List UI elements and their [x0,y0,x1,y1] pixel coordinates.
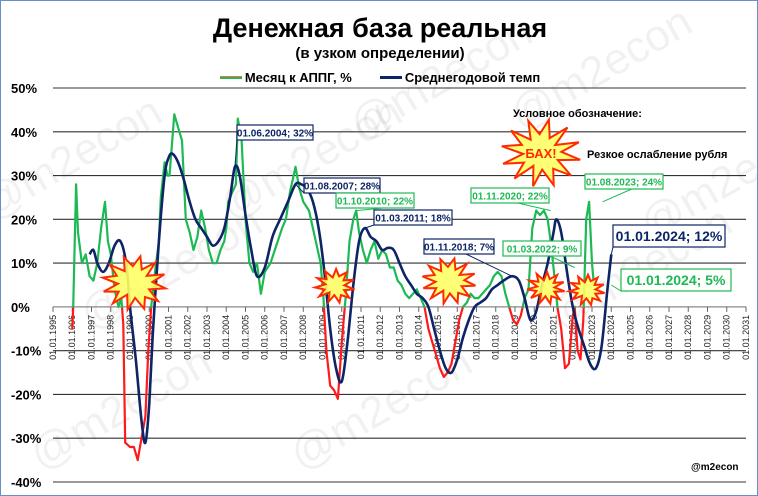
x-tick-label: 01.01.2019 [510,315,520,360]
y-tick-label: 50% [11,81,37,96]
annotation-box [373,209,453,226]
annotation-leader [549,255,575,268]
key-burst-meaning: Резкое ослабление рубля [587,149,727,161]
x-tick-label: 01.01.2005 [241,315,251,360]
y-tick-label: 0% [11,300,30,315]
x-tick-label: 01.01.2006 [260,315,270,360]
legend-item-average: Среднегодовой темп [379,70,541,85]
legend: Месяц к АППГ, % Среднегодовой темп [1,70,757,85]
x-tick-label: 01.01.2013 [395,315,405,360]
x-tick-label: 01.01.2003 [202,315,212,360]
x-tick-label: 01.01.2011 [356,315,366,359]
annotation-leader [465,253,513,277]
x-tick-label: 01.01.2015 [433,315,443,360]
x-tick-label: 01.01.2017 [472,315,482,360]
annotation-label: 01.11.2020; 22% [472,192,548,203]
y-tick-label: 20% [11,212,37,227]
x-tick-label: 01.01.2004 [221,315,231,360]
x-tick-label: 01.01.2014 [414,315,424,360]
annotation-box [423,238,495,255]
x-tick-label: 01.01.2024 [606,315,616,360]
x-tick-label: 01.01.2008 [298,315,308,360]
watermark: @m2econ [342,7,541,150]
y-tick-label: -30% [11,431,42,446]
annotation-label: 01.10.2010; 22% [337,197,413,208]
y-tick-label: 10% [11,256,37,271]
x-tick-label: 01.01.2023 [587,315,597,360]
x-tick-label: 01.01.2021 [549,315,559,360]
annotation-box [236,124,314,141]
x-tick-label: 01.01.2016 [452,315,462,360]
annotation-label: 01.08.2023; 24% [586,178,662,189]
annotation-leader [602,188,633,203]
y-tick-label: -40% [11,475,42,490]
credit-label: @m2econ [691,462,739,473]
x-tick-label: 01.01.2009 [318,315,328,360]
x-tick-label: 01.01.1995 [48,315,58,360]
annotation-box [620,268,732,292]
annotation-box [335,192,415,209]
annotation-leader [295,183,305,194]
y-tick-label: -10% [11,344,42,359]
x-tick-label: 01.01.2020 [529,315,539,360]
chart-title: Денежная база реальная [212,13,548,43]
crisis-burst-2022 [565,272,605,308]
x-tick-label: 01.01.1999 [125,315,135,360]
x-tick-label: 01.01.1998 [106,315,116,360]
x-tick-label: 01.01.2007 [279,315,289,360]
average-series [88,152,613,445]
crisis-burst-2020 [525,269,565,307]
x-tick-label: 01.01.2025 [626,315,636,360]
y-tick-label: 30% [11,169,37,184]
legend-label-monthly: Месяц к АППГ, % [244,70,352,85]
x-tick-label: 01.01.2027 [664,315,674,360]
x-tick-label: 01.01.1996 [67,315,77,360]
chart-subtitle: (в узком определении) [295,45,465,62]
annotation-label: 01.01.2024; 12% [616,228,723,244]
y-tick-label: -20% [11,387,42,402]
annotation-box [502,240,582,257]
annotation-leader [610,284,622,292]
annotation-leader [517,202,551,212]
annotation-box [612,224,726,248]
x-tick-label: 01.01.2018 [491,315,501,360]
x-tick-label: 01.01.2001 [164,315,174,360]
annotation-label: 01.03.2011; 18% [375,214,451,225]
crisis-burst-2014 [422,255,476,307]
legend-item-monthly: Месяц к АППГ, % [219,70,352,85]
x-tick-label: 01.01.2030 [722,315,732,360]
annotation-label: 01.11.2018; 7% [424,243,494,254]
legend-label-average: Среднегодовой темп [404,70,541,85]
annotation-leader [364,224,375,229]
x-tick-label: 01.01.2028 [683,315,693,360]
legend-swatch-monthly [219,76,242,79]
annotation-box [470,187,550,204]
annotation-leader [234,139,238,167]
watermark: @m2econ [1,87,170,230]
key-burst-icon [501,116,581,189]
annotation-label: 01.01.2024; 5% [627,272,726,288]
key-heading: Условное обозначение: [513,108,642,120]
annotation-label: 01.06.2004; 32% [237,129,313,140]
annotation-label: 01.08.2007; 28% [304,182,380,193]
legend-swatch-average [379,76,402,79]
y-tick-label: 40% [11,125,37,140]
annotation-label: 01.03.2022; 9% [507,245,578,256]
x-tick-label: 01.01.2012 [375,315,385,360]
annotation-leader [610,246,614,255]
x-tick-label: 01.01.2031 [741,315,751,360]
x-tick-label: 01.01.2029 [703,315,713,360]
annotation-box [584,173,664,190]
x-tick-label: 01.01.1997 [87,315,97,360]
x-tick-label: 01.01.2026 [645,315,655,360]
crisis-burst-1998 [98,253,170,314]
key-burst-label: БАХ! [525,146,556,161]
crisis-burst-2008 [311,266,355,306]
x-tick-label: 01.01.2022 [568,315,578,360]
x-tick-label: 01.01.2002 [183,315,193,360]
